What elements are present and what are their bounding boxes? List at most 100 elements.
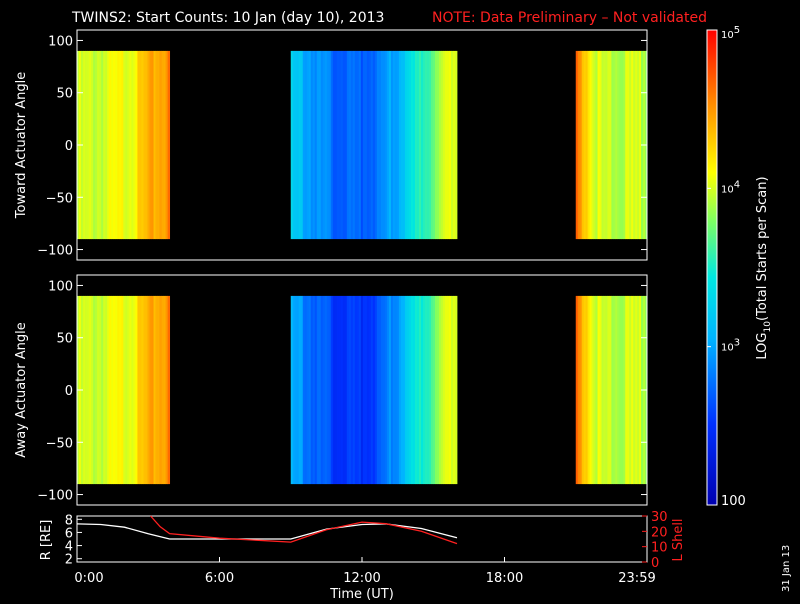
away-column <box>639 295 642 485</box>
toward-column <box>354 50 358 240</box>
toward-column <box>418 50 422 240</box>
away-column <box>430 295 434 485</box>
away-column <box>356 295 360 485</box>
away-column <box>388 295 392 485</box>
time-tick-label: 18:00 <box>486 571 523 586</box>
away-column <box>402 295 406 485</box>
away-column <box>324 295 328 485</box>
toward-column <box>402 50 406 240</box>
away-column <box>446 295 450 485</box>
away-column <box>434 295 438 485</box>
toward-column <box>388 50 392 240</box>
away-column <box>149 295 152 485</box>
toward-column <box>619 50 622 240</box>
away-column <box>121 295 124 485</box>
away-column <box>318 295 322 485</box>
away-panel: 100 50 0 −50 −100 Away Actuator Angle <box>14 274 648 506</box>
toward-column <box>294 50 298 240</box>
away-column <box>310 295 314 485</box>
away-column <box>603 295 606 485</box>
toward-column <box>376 50 380 240</box>
away-column <box>131 295 134 485</box>
toward-column <box>398 50 402 240</box>
toward-column <box>434 50 438 240</box>
away-column <box>364 295 368 485</box>
toward-column <box>613 50 616 240</box>
toward-column <box>639 50 642 240</box>
away-column <box>414 295 418 485</box>
away-column <box>422 295 426 485</box>
toward-column <box>91 50 94 240</box>
toward-column <box>103 50 106 240</box>
away-column <box>450 295 454 485</box>
away-column <box>581 295 585 485</box>
away-column <box>145 295 148 485</box>
lshell-axis-label: L Shell <box>671 518 686 561</box>
away-column <box>597 295 600 485</box>
toward-column <box>322 50 326 240</box>
toward-column <box>629 50 632 240</box>
away-column <box>452 295 456 485</box>
away-column <box>89 295 92 485</box>
toward-column <box>617 50 620 240</box>
away-column <box>420 295 424 485</box>
away-column <box>127 295 130 485</box>
toward-column <box>338 50 342 240</box>
toward-column <box>360 50 364 240</box>
toward-column <box>151 50 154 240</box>
y-tick-label: −50 <box>46 436 73 451</box>
away-column <box>621 295 624 485</box>
toward-column <box>121 50 124 240</box>
toward-column <box>334 50 338 240</box>
away-column <box>320 295 324 485</box>
away-column <box>455 295 458 485</box>
toward-column <box>350 50 354 240</box>
toward-column <box>384 50 388 240</box>
away-column <box>418 295 422 485</box>
toward-column <box>382 50 386 240</box>
away-column <box>444 295 448 485</box>
toward-column <box>438 50 442 240</box>
away-column <box>304 295 308 485</box>
toward-column <box>85 50 88 240</box>
toward-column <box>109 50 112 240</box>
toward-column <box>386 50 390 240</box>
toward-column <box>165 50 169 240</box>
toward-column <box>358 50 362 240</box>
away-column <box>306 295 310 485</box>
away-column <box>312 295 316 485</box>
away-column <box>298 295 302 485</box>
toward-column <box>601 50 604 240</box>
toward-column <box>336 50 340 240</box>
away-column <box>328 295 332 485</box>
toward-column <box>637 50 640 240</box>
away-column <box>103 295 106 485</box>
away-column <box>424 295 428 485</box>
away-column <box>93 295 96 485</box>
away-column <box>577 295 581 485</box>
toward-column <box>396 50 400 240</box>
time-axis-label: Time (UT) <box>329 587 394 600</box>
away-column <box>633 295 636 485</box>
away-column <box>302 295 306 485</box>
toward-y-ticks: 100 50 0 −50 −100 <box>37 34 647 259</box>
away-column <box>161 295 164 485</box>
toward-column <box>316 50 320 240</box>
toward-column <box>308 50 312 240</box>
away-column <box>87 295 90 485</box>
toward-column <box>436 50 440 240</box>
y-tick-label: 0 <box>65 384 73 399</box>
toward-segment-0 <box>77 50 171 240</box>
away-column <box>294 295 298 485</box>
away-column <box>346 295 350 485</box>
toward-column <box>605 50 608 240</box>
toward-column <box>583 50 587 240</box>
toward-column <box>410 50 414 240</box>
away-column <box>290 295 294 485</box>
away-column <box>400 295 404 485</box>
toward-column <box>603 50 606 240</box>
toward-column <box>304 50 308 240</box>
away-column <box>432 295 436 485</box>
toward-column <box>314 50 318 240</box>
